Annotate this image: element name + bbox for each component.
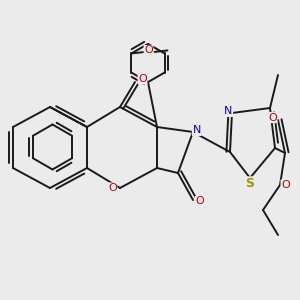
Text: O: O — [281, 180, 290, 190]
Text: O: O — [195, 196, 204, 206]
Text: O: O — [268, 112, 277, 123]
Text: O: O — [108, 183, 117, 193]
Text: S: S — [245, 177, 254, 190]
Text: O: O — [138, 74, 147, 84]
Text: N: N — [192, 125, 201, 136]
Text: O: O — [144, 45, 153, 56]
Text: N: N — [224, 106, 232, 116]
